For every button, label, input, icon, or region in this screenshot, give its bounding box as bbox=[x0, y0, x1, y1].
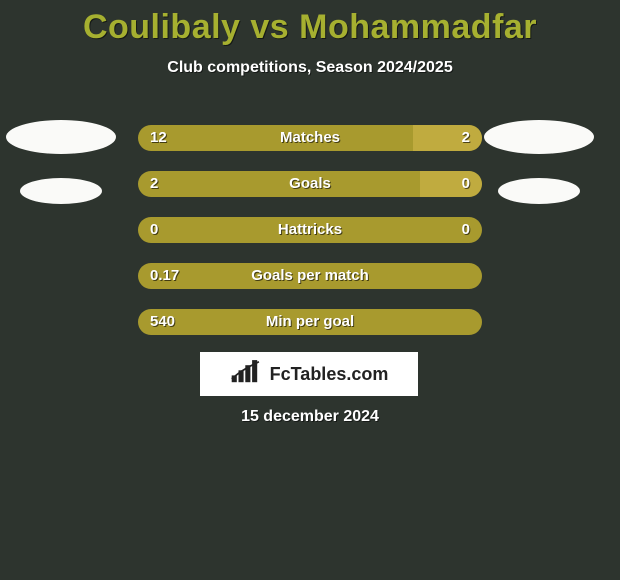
player-left-photo-1 bbox=[6, 120, 116, 154]
stat-row: Goals2 0 bbox=[138, 171, 482, 197]
stat-right-value: 2 bbox=[462, 125, 470, 151]
page-subtitle: Club competitions, Season 2024/2025 bbox=[0, 59, 620, 77]
stat-label: Hattricks bbox=[138, 217, 482, 243]
stat-label: Matches bbox=[138, 125, 482, 151]
page-title: Coulibaly vs Mohammadfar bbox=[0, 0, 620, 47]
branding-text: FcTables.com bbox=[270, 364, 389, 385]
branding-box: FcTables.com bbox=[200, 352, 418, 396]
stat-row: Goals per match0.17 bbox=[138, 263, 482, 289]
stat-left-value: 12 bbox=[150, 125, 167, 151]
stat-row: Hattricks0 0 bbox=[138, 217, 482, 243]
stat-left-value: 0 bbox=[150, 217, 158, 243]
stat-row: Min per goal540 bbox=[138, 309, 482, 335]
stat-rows: Matches122Goals20Hattricks00Goals per ma… bbox=[138, 125, 482, 355]
date-text: 15 december 2024 bbox=[0, 408, 620, 426]
stat-label: Goals bbox=[138, 171, 482, 197]
player-right-photo-1 bbox=[484, 120, 594, 154]
player-left-photo-2 bbox=[20, 178, 102, 204]
player-right-photo-2 bbox=[498, 178, 580, 204]
stat-row: Matches12 2 bbox=[138, 125, 482, 151]
stat-left-value: 2 bbox=[150, 171, 158, 197]
stat-left-value: 0.17 bbox=[150, 263, 179, 289]
stat-right-value: 0 bbox=[462, 171, 470, 197]
stat-left-value: 540 bbox=[150, 309, 175, 335]
stat-label: Goals per match bbox=[138, 263, 482, 289]
chart-icon bbox=[230, 360, 264, 389]
stat-right-value: 0 bbox=[462, 217, 470, 243]
stat-label: Min per goal bbox=[138, 309, 482, 335]
